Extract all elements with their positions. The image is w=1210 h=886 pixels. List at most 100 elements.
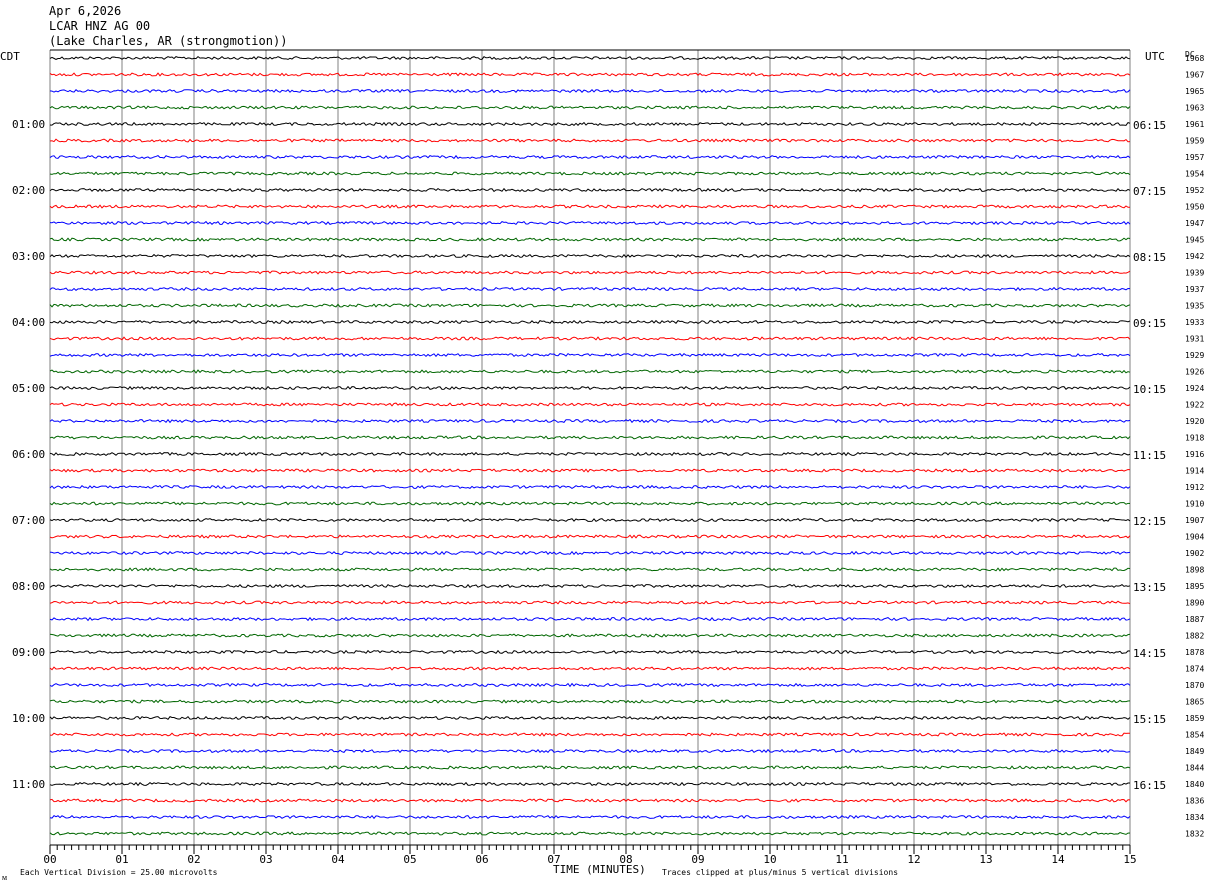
dc-offset-label: 1834: [1185, 813, 1204, 822]
dc-offset-label: 1922: [1185, 401, 1204, 410]
left-hour-label: 02:00: [12, 184, 45, 197]
header-station: LCAR HNZ AG 00: [49, 19, 150, 33]
left-hour-label: 09:00: [12, 646, 45, 659]
trace-11: [49, 220, 1131, 226]
trace-42: [49, 732, 1131, 737]
dc-offset-label: 1904: [1185, 533, 1204, 542]
right-hour-label: 16:15: [1133, 779, 1166, 792]
dc-offset-label: 1844: [1185, 764, 1204, 773]
trace-9: [49, 187, 1131, 193]
right-hour-label: 08:15: [1133, 251, 1166, 264]
header-location: (Lake Charles, AR (strongmotion)): [49, 34, 287, 48]
left-hour-label: 11:00: [12, 778, 45, 791]
x-tick-label-11: 11: [835, 853, 848, 866]
trace-43: [49, 748, 1131, 754]
dc-offset-label: 1937: [1185, 285, 1204, 294]
right-hour-label: 15:15: [1133, 713, 1166, 726]
dc-offset-label: 1910: [1185, 500, 1204, 509]
x-tick-label-13: 13: [979, 853, 992, 866]
dc-offset-label: 1890: [1185, 599, 1204, 608]
trace-29: [49, 517, 1131, 523]
trace-27: [49, 484, 1131, 490]
right-axis-label-utc: UTC: [1145, 50, 1165, 63]
trace-30: [49, 534, 1131, 539]
trace-14: [49, 270, 1131, 275]
dc-offset-label: 1907: [1185, 516, 1204, 525]
x-tick-label-00: 00: [43, 853, 56, 866]
x-tick-label-14: 14: [1051, 853, 1065, 866]
dc-offset-label: 1963: [1185, 104, 1204, 113]
trace-7: [49, 154, 1131, 160]
dc-offset-label: 1849: [1185, 747, 1204, 756]
trace-33: [49, 583, 1131, 589]
dc-offset-label: 1965: [1185, 87, 1204, 96]
dc-offset-label: 1954: [1185, 170, 1204, 179]
trace-46: [49, 798, 1131, 803]
dc-offset-label: 1895: [1185, 582, 1204, 591]
right-hour-label: 06:15: [1133, 119, 1166, 132]
trace-13: [49, 253, 1131, 259]
dc-offset-label: 1887: [1185, 615, 1204, 624]
trace-12: [49, 237, 1131, 242]
dc-offset-label: 1912: [1185, 483, 1204, 492]
right-hour-label: 11:15: [1133, 449, 1166, 462]
dc-offset-label: 1832: [1185, 830, 1204, 839]
trace-21: [49, 385, 1131, 391]
trace-26: [49, 468, 1131, 473]
dc-offset-label: 1836: [1185, 797, 1204, 806]
trace-39: [49, 682, 1131, 688]
dc-offset-label: 1902: [1185, 549, 1204, 558]
trace-36: [49, 633, 1131, 638]
right-hour-label: 14:15: [1133, 647, 1166, 660]
trace-23: [49, 418, 1131, 424]
trace-35: [49, 616, 1131, 622]
trace-41: [49, 715, 1131, 721]
trace-8: [49, 171, 1131, 176]
dc-offset-label: 1924: [1185, 384, 1204, 393]
dc-offset-label: 1882: [1185, 632, 1204, 641]
trace-40: [49, 699, 1131, 704]
x-tick-label-15: 15: [1123, 853, 1136, 866]
trace-1: [49, 55, 1131, 61]
left-hour-label: 01:00: [12, 118, 45, 131]
dc-offset-label: 1967: [1185, 71, 1204, 80]
x-tick-label-08: 08: [619, 853, 632, 866]
x-tick-label-09: 09: [691, 853, 704, 866]
dc-offset-label: 1959: [1185, 137, 1204, 146]
trace-5: [49, 121, 1131, 127]
left-hour-label: 08:00: [12, 580, 45, 593]
trace-3: [49, 88, 1131, 94]
x-tick-label-06: 06: [475, 853, 488, 866]
dc-offset-label: 1865: [1185, 698, 1204, 707]
x-tick-label-05: 05: [403, 853, 416, 866]
dc-offset-label: 1947: [1185, 219, 1204, 228]
trace-16: [49, 303, 1131, 308]
x-tick-label-10: 10: [763, 853, 776, 866]
footer-clip-note: Traces clipped at plus/minus 5 vertical …: [662, 868, 898, 877]
axes: [49, 844, 1131, 854]
dc-offset-label: 1957: [1185, 153, 1204, 162]
dc-offset-label: 1929: [1185, 351, 1204, 360]
x-tick-label-03: 03: [259, 853, 272, 866]
trace-48: [49, 831, 1131, 836]
trace-4: [49, 105, 1131, 110]
dc-offset-label: 1939: [1185, 269, 1204, 278]
x-tick-label-07: 07: [547, 853, 560, 866]
dc-offset-label: 1942: [1185, 252, 1204, 261]
trace-45: [49, 781, 1131, 787]
dc-label: DC: [1185, 50, 1195, 59]
right-hour-label: 09:15: [1133, 317, 1166, 330]
x-tick-label-12: 12: [907, 853, 920, 866]
trace-6: [49, 138, 1131, 143]
dc-offset-label: 1878: [1185, 648, 1204, 657]
trace-34: [49, 600, 1131, 605]
trace-38: [49, 666, 1131, 671]
header-date: Apr 6,2026: [49, 4, 121, 18]
dc-offset-label: 1854: [1185, 731, 1204, 740]
right-hour-label: 12:15: [1133, 515, 1166, 528]
dc-offset-label: 1914: [1185, 467, 1204, 476]
seismic-traces: [49, 55, 1131, 836]
dc-offset-label: 1931: [1185, 335, 1204, 344]
dc-offset-label: 1916: [1185, 450, 1204, 459]
